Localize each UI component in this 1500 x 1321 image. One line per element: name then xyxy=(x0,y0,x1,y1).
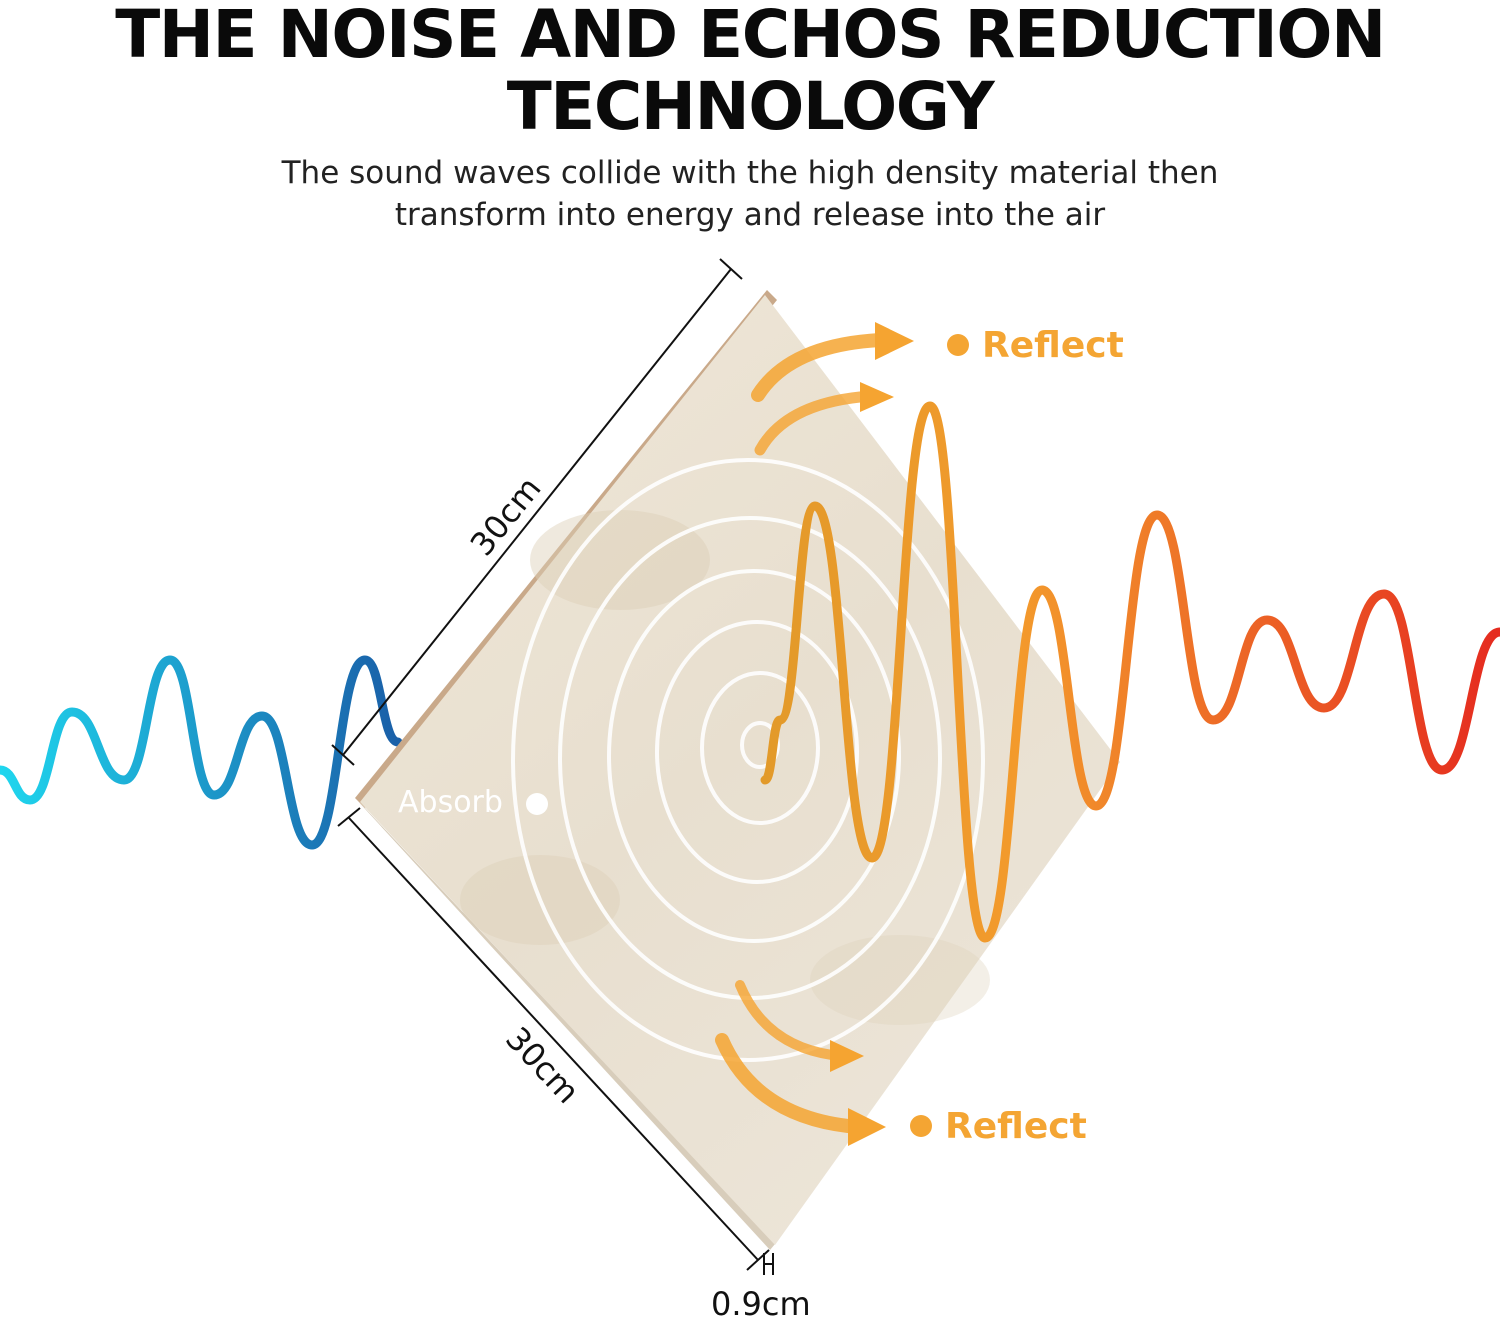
reflect-arrows-top xyxy=(751,322,914,456)
absorption-ring xyxy=(511,458,985,1062)
reflect-arrow-top-1 xyxy=(751,333,887,402)
reflect-bottom-label: Reflect xyxy=(945,1106,1087,1147)
dim-line-lower xyxy=(348,817,759,1261)
acoustic-panel xyxy=(360,295,1120,1245)
absorption-ring xyxy=(700,671,820,825)
panel-texture xyxy=(530,510,710,610)
absorption-ring xyxy=(740,721,780,769)
subtitle-line-1: The sound waves collide with the high de… xyxy=(281,155,1219,191)
dim-tick-upper-bottom xyxy=(331,744,355,766)
reflect-arrow-top-2 xyxy=(754,391,866,456)
absorption-ring xyxy=(655,620,859,884)
reflect-arrowhead-bottom-2 xyxy=(848,1108,886,1146)
reflect-top-label: Reflect xyxy=(982,325,1124,366)
dim-tick-upper-top xyxy=(719,258,743,280)
dim-label-thickness: 0.9cm xyxy=(711,1285,811,1321)
subtitle-line-2: transform into energy and release into t… xyxy=(394,197,1106,233)
incoming-sound-wave xyxy=(0,655,403,850)
title-line-2: TECHNOLOGY xyxy=(506,68,995,145)
reflect-arrowhead-bottom-1 xyxy=(830,1040,864,1072)
dim-line-upper xyxy=(342,268,732,756)
absorb-label: Absorb xyxy=(398,785,503,820)
panel-texture xyxy=(810,935,990,1025)
absorption-ring xyxy=(607,569,901,943)
reflect-arrow-bottom-1 xyxy=(735,980,837,1060)
dim-tick-lower-bottom xyxy=(746,1249,770,1271)
dim-tick-lower-top xyxy=(337,807,361,827)
absorb-dot xyxy=(526,793,548,815)
reflect-arrow-bottom-2 xyxy=(715,1033,855,1133)
reflect-arrowhead-top-2 xyxy=(860,382,894,412)
title-line-1: THE NOISE AND ECHOS REDUCTION xyxy=(115,0,1386,73)
reflect-bottom-dot xyxy=(910,1115,932,1137)
reflected-sound-wave xyxy=(760,401,1500,943)
dimension-lines xyxy=(331,258,774,1275)
panel-edge-bottom xyxy=(355,798,775,1250)
reflect-arrowhead-top-1 xyxy=(875,322,914,360)
absorption-rings xyxy=(511,458,985,1062)
reflect-arrows-bottom xyxy=(715,980,886,1146)
reflect-top-dot xyxy=(947,334,969,356)
